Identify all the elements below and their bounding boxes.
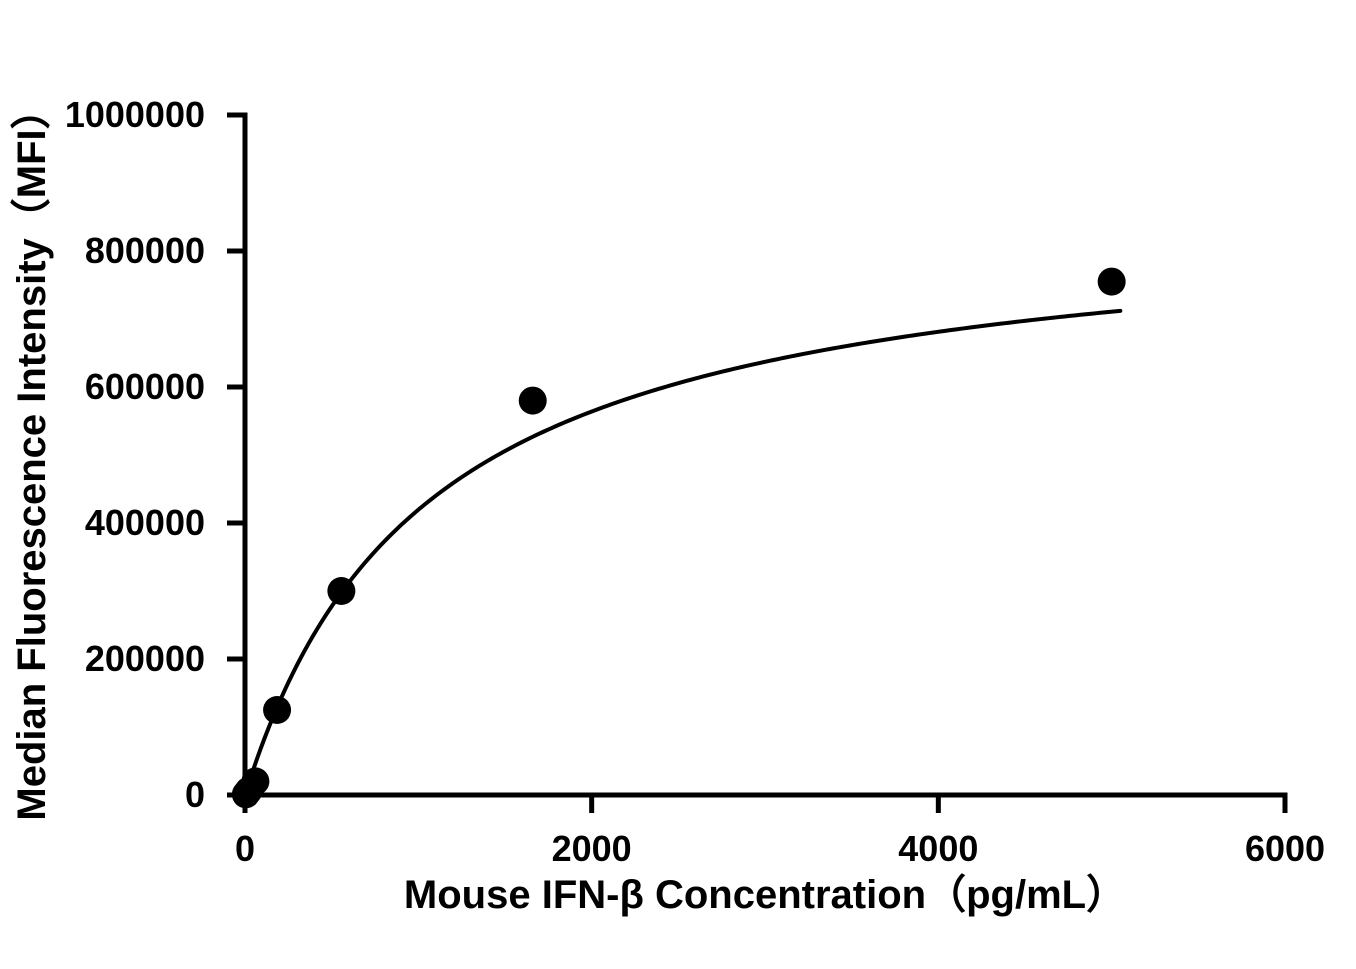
chart-background [0,0,1356,969]
mfi-vs-concentration-chart: 0 2000 4000 6000 0 200000 400000 600000 800000 10… [0,0,1356,969]
y-tick-label: 0 [185,774,205,815]
y-tick-label: 600000 [85,366,205,407]
data-point [263,696,291,724]
y-tick-label: 200000 [85,638,205,679]
data-point [519,387,547,415]
x-tick-label: 0 [235,828,255,869]
y-tick-label: 800000 [85,230,205,271]
x-tick-label: 4000 [898,828,978,869]
y-tick-label: 400000 [85,502,205,543]
x-tick-label: 2000 [552,828,632,869]
data-point [1098,268,1126,296]
x-axis-label: Mouse IFN-β Concentration（pg/mL） [404,873,1126,917]
y-tick-label: 1000000 [65,94,205,135]
chart-container: 0 2000 4000 6000 0 200000 400000 600000 800000 10… [0,0,1356,969]
y-axis-label: Median Fluorescence Intensity（MFI） [10,89,54,820]
data-point [327,577,355,605]
x-tick-label: 6000 [1245,828,1325,869]
data-point [241,767,269,795]
